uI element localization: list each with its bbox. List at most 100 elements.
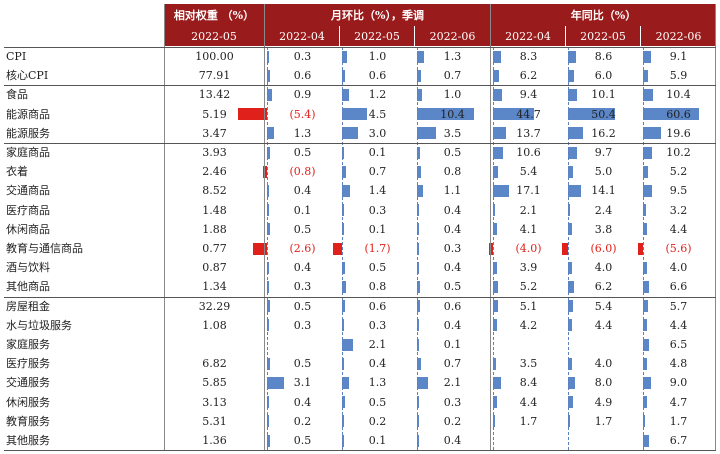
bar-baseline (493, 47, 494, 451)
yoy-bar (643, 204, 646, 217)
mom-value: 1.2 (368, 88, 387, 102)
yoy-bar (562, 242, 568, 255)
mom-bar (417, 396, 419, 409)
yoy-bar (568, 204, 571, 217)
mom-value: 1.1 (443, 184, 462, 198)
mom-bar (267, 415, 269, 428)
mom-bar (267, 376, 284, 389)
mom-value: 0.2 (368, 414, 387, 428)
mom-value: 0.6 (368, 299, 387, 313)
col-divider (264, 4, 265, 451)
col-divider (715, 4, 716, 451)
yoy-value (566, 335, 641, 354)
mom-value: 0.1 (443, 338, 462, 351)
yoy-bar (643, 434, 650, 447)
yoy-bar (568, 319, 573, 332)
yoy-bar (493, 223, 497, 236)
row-label: 其他商品 (6, 280, 50, 294)
row-label: 酒与饮料 (6, 261, 50, 275)
mom-value: 0.4 (443, 434, 462, 447)
yoy-bar (568, 357, 572, 370)
mom-bar (342, 204, 344, 217)
yoy-bar (643, 396, 648, 409)
row-label: 能源商品 (6, 107, 50, 121)
row-label: 其他服务 (6, 434, 50, 447)
mom-value: 3.1 (293, 376, 312, 390)
mom-bar (417, 184, 423, 197)
yoy-bar (568, 127, 583, 140)
yoy-bar (568, 184, 581, 197)
yoy-value: 6.0 (594, 69, 613, 83)
mom-value: 0.3 (443, 395, 462, 409)
weight-value: 32.29 (198, 299, 231, 313)
mom-date-header-1: 2022-04 (265, 26, 339, 46)
mom-bar (267, 319, 269, 332)
mom-value: 0.2 (293, 414, 312, 428)
mom-value: 0.1 (368, 146, 387, 159)
weight-value: 100.00 (195, 50, 234, 63)
yoy-bar (568, 300, 573, 313)
yoy-value: 5.4 (519, 165, 538, 179)
yoy-value: 9.5 (669, 184, 688, 198)
yoy-bar (568, 223, 572, 236)
yoy-bar (489, 242, 493, 255)
mom-bar (267, 300, 270, 313)
yoy-value (491, 335, 566, 354)
mom-value: 0.4 (293, 395, 312, 409)
yoy-value: 1.7 (594, 414, 613, 428)
mom-value: 0.3 (368, 318, 387, 332)
mom-date-header-2: 2022-05 (340, 26, 414, 46)
weight-header: 相对权重 （%） (164, 4, 264, 26)
mom-bar (342, 69, 346, 82)
row-label: 食品 (6, 88, 28, 102)
mom-value: 0.1 (368, 434, 387, 447)
mom-value: 0.3 (293, 280, 312, 294)
yoy-bar (568, 165, 573, 178)
mom-bar (342, 261, 345, 274)
mom-bar (342, 319, 344, 332)
mom-value: 0.3 (443, 242, 462, 255)
weight-value: 6.82 (202, 357, 227, 371)
yoy-date-header-2: 2022-05 (566, 26, 640, 46)
yoy-bar (643, 300, 649, 313)
mom-value: 1.3 (368, 376, 387, 390)
mom-bar (342, 280, 347, 293)
yoy-value: 4.1 (519, 222, 538, 236)
yoy-value: 4.4 (669, 222, 688, 236)
yoy-bar (493, 50, 501, 63)
mom-value: 4.5 (368, 107, 387, 121)
mom-bar (267, 69, 271, 82)
mom-header: 月环比（%），季调 (265, 4, 490, 26)
mom-value: 0.7 (368, 165, 387, 179)
mom-bar (417, 146, 420, 159)
mom-value: 0.5 (293, 222, 312, 236)
row-label: 休闲服务 (6, 395, 50, 409)
mom-value: 0.4 (368, 357, 387, 371)
row-divider (4, 85, 716, 87)
yoy-value: 3.5 (519, 357, 538, 371)
yoy-value: 9.1 (669, 50, 688, 63)
mom-bar (417, 108, 474, 121)
weight-value: 0.87 (202, 261, 227, 275)
mom-value: 0.3 (293, 318, 312, 332)
yoy-value: 19.6 (666, 126, 691, 140)
yoy-value: 8.3 (519, 50, 538, 63)
mom-bar (417, 300, 421, 313)
mom-value: 0.7 (443, 357, 462, 371)
yoy-value (566, 431, 641, 450)
yoy-bar (568, 415, 570, 428)
yoy-bar (568, 146, 577, 159)
yoy-bar (637, 242, 643, 255)
yoy-bar (493, 88, 502, 101)
mom-bar (342, 357, 345, 370)
mom-bar (267, 223, 270, 236)
yoy-value: 3.2 (669, 203, 688, 217)
mom-bar (342, 108, 367, 121)
mom-bar (267, 261, 270, 274)
mom-value: 0.1 (293, 203, 312, 217)
yoy-value: 2.4 (594, 203, 613, 217)
mom-bar (342, 146, 344, 159)
mom-value: 0.4 (443, 261, 462, 275)
mom-bar (342, 434, 344, 447)
yoy-bar (643, 165, 648, 178)
